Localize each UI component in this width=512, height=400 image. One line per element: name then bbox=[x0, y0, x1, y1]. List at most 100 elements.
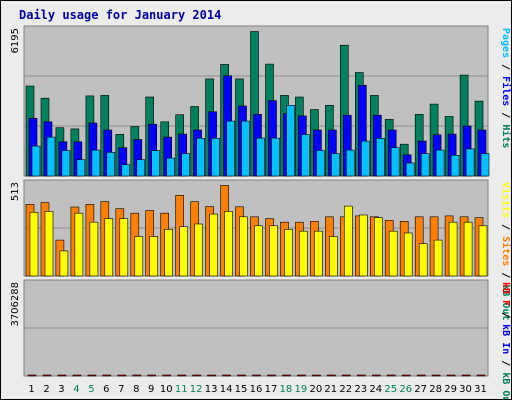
day-label-22: 22 bbox=[339, 384, 352, 395]
bar-pages-day-27 bbox=[420, 153, 430, 177]
day-label-10: 10 bbox=[160, 384, 173, 395]
legend-entry: kB In bbox=[500, 324, 511, 354]
legend-separator: / bbox=[500, 58, 511, 76]
bar-visits-day-18 bbox=[284, 229, 293, 277]
bar-visits-day-7 bbox=[119, 218, 129, 277]
day-label-5: 5 bbox=[88, 384, 94, 395]
bar-visits-day-5 bbox=[89, 221, 99, 277]
bar-kbytes-day-4 bbox=[72, 374, 82, 377]
bar-kbytes-day-17 bbox=[267, 374, 276, 377]
bar-kbytes-day-11 bbox=[177, 374, 186, 377]
legend-entry: Pages bbox=[500, 28, 511, 58]
bar-kbytes-day-7 bbox=[117, 374, 127, 377]
day-label-3: 3 bbox=[58, 384, 64, 395]
bar-kbytes-day-9 bbox=[147, 374, 156, 377]
panel-2-legend: Visits / Sites / kB Out bbox=[500, 182, 512, 320]
bar-visits-day-8 bbox=[134, 236, 144, 277]
bar-kbytes-day-26 bbox=[401, 374, 411, 377]
day-label-29: 29 bbox=[444, 384, 457, 395]
legend-entry: Visits bbox=[500, 182, 512, 218]
bar-pages-day-17 bbox=[271, 137, 280, 177]
bar-pages-day-8 bbox=[136, 159, 146, 177]
bar-visits-day-22 bbox=[343, 205, 353, 277]
bar-kbytes-day-27 bbox=[416, 374, 426, 377]
bar-pages-day-26 bbox=[405, 162, 415, 177]
bar-pages-day-31 bbox=[480, 153, 490, 177]
legend-separator: / bbox=[500, 106, 511, 124]
legend-entry: Hits bbox=[500, 124, 512, 148]
panel-2: 513 Visits / Sites / kB Out bbox=[10, 179, 512, 320]
day-label-16: 16 bbox=[250, 384, 263, 395]
bar-kbytes-day-14 bbox=[222, 374, 231, 377]
legend-separator: / bbox=[500, 266, 511, 284]
bar-visits-day-21 bbox=[329, 236, 338, 277]
bar-kbytes-day-10 bbox=[162, 374, 171, 377]
panel-2-ymax-label: 513 bbox=[10, 182, 21, 201]
bar-visits-day-25 bbox=[388, 230, 398, 277]
bar-visits-day-24 bbox=[373, 217, 383, 277]
bar-kbytes-day-28 bbox=[431, 374, 441, 377]
day-label-30: 30 bbox=[459, 384, 472, 395]
bar-visits-day-20 bbox=[314, 230, 323, 277]
bar-pages-day-24 bbox=[375, 138, 385, 177]
bar-pages-day-20 bbox=[316, 150, 325, 177]
bar-kbytes-day-22 bbox=[341, 374, 351, 377]
bar-kbytes-day-21 bbox=[327, 374, 336, 377]
bar-kbytes-day-25 bbox=[386, 374, 396, 377]
day-label-11: 11 bbox=[175, 384, 188, 395]
bar-visits-day-1 bbox=[29, 212, 39, 277]
bar-pages-day-23 bbox=[360, 140, 370, 177]
bar-visits-day-13 bbox=[209, 213, 218, 277]
day-label-25: 25 bbox=[384, 384, 397, 395]
day-label-27: 27 bbox=[414, 384, 427, 395]
day-label-8: 8 bbox=[133, 384, 139, 395]
bar-kbytes-day-15 bbox=[237, 374, 246, 377]
day-labels: 1 2 3 4 5 6 7 8 9 10 11 12 13 14 15 16 17 18 19 20 21 22 23 24 2… bbox=[28, 384, 487, 395]
day-label-26: 26 bbox=[399, 384, 412, 395]
bar-visits-day-14 bbox=[224, 211, 233, 277]
bar-pages-day-4 bbox=[76, 159, 86, 177]
day-label-6: 6 bbox=[103, 384, 109, 395]
bar-pages-day-3 bbox=[61, 150, 71, 177]
bar-kbytes-day-20 bbox=[312, 374, 321, 377]
legend-entry: Sites bbox=[500, 236, 512, 266]
legend-entry: Files bbox=[500, 76, 512, 106]
bar-pages-day-18 bbox=[286, 105, 295, 177]
bar-kbytes-day-18 bbox=[282, 374, 291, 377]
legend-separator: / bbox=[500, 354, 511, 372]
chart-title: Daily usage for January 2014 bbox=[19, 8, 221, 22]
legend-entry: kB Out bbox=[500, 372, 511, 400]
bar-kbytes-day-2 bbox=[42, 374, 52, 377]
bar-visits-day-11 bbox=[179, 226, 188, 277]
bar-pages-day-10 bbox=[166, 157, 175, 177]
bar-visits-day-2 bbox=[44, 211, 54, 277]
day-label-2: 2 bbox=[43, 384, 49, 395]
bar-visits-day-16 bbox=[254, 225, 263, 277]
bar-pages-day-21 bbox=[331, 153, 340, 177]
bar-pages-day-5 bbox=[91, 149, 101, 177]
bar-visits-day-6 bbox=[104, 218, 114, 277]
day-label-24: 24 bbox=[369, 384, 382, 395]
panel-3-ymax-label: 3706288 bbox=[10, 282, 21, 327]
bar-kbytes-day-6 bbox=[102, 374, 112, 377]
bar-pages-day-11 bbox=[181, 153, 190, 177]
bar-pages-day-14 bbox=[226, 120, 235, 177]
panel-3-legend: kB F / kB In / kB Out bbox=[500, 282, 511, 400]
bar-kbytes-day-31 bbox=[476, 374, 486, 377]
bar-kbytes-day-30 bbox=[461, 374, 471, 377]
bar-kbytes-day-3 bbox=[57, 374, 67, 377]
bar-visits-day-3 bbox=[59, 250, 69, 277]
bar-kbytes-day-5 bbox=[87, 374, 97, 377]
bar-pages-day-29 bbox=[450, 155, 460, 177]
bar-visits-day-29 bbox=[448, 221, 458, 277]
day-label-13: 13 bbox=[205, 384, 218, 395]
legend-separator: / bbox=[500, 306, 511, 324]
day-label-1: 1 bbox=[28, 384, 34, 395]
bar-visits-day-15 bbox=[239, 216, 248, 277]
bar-kbytes-day-19 bbox=[297, 374, 306, 377]
bar-visits-day-26 bbox=[403, 232, 413, 277]
day-label-15: 15 bbox=[235, 384, 248, 395]
bar-pages-day-13 bbox=[211, 138, 220, 177]
day-label-9: 9 bbox=[148, 384, 154, 395]
